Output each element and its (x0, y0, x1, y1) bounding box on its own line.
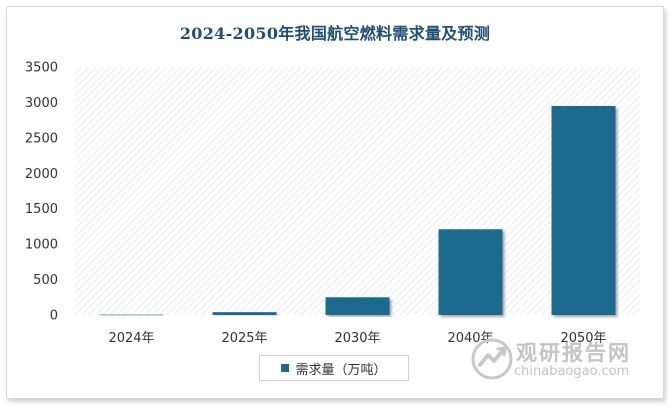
watermark-name: 观研报告网 (516, 341, 631, 365)
bars (99, 105, 616, 316)
bar-2024年 (99, 314, 164, 316)
x-tick-label: 2024年 (108, 331, 154, 346)
bar-2025年 (212, 312, 277, 315)
y-axis: 0 500 1000 1500 2000 2500 3000 3500 (25, 61, 58, 324)
y-tick-label: 500 (33, 273, 58, 288)
x-tick-label: 2025年 (221, 331, 267, 346)
bar-2050年 (551, 105, 616, 315)
x-tick-label: 2030年 (334, 331, 380, 346)
y-tick-label: 0 (50, 309, 58, 324)
chart-title: 2024-2050年我国航空燃料需求量及预测 (179, 24, 491, 43)
y-tick-label: 1000 (25, 238, 58, 253)
x-axis: 2024年 2025年 2030年 2040年 2050年 (108, 331, 606, 346)
plot-area (75, 67, 640, 315)
legend-label: 需求量（万吨） (295, 362, 387, 378)
y-tick-label: 2500 (25, 131, 58, 146)
y-tick-label: 3500 (25, 61, 58, 76)
y-tick-label: 3000 (25, 96, 58, 111)
legend-swatch (281, 364, 290, 372)
watermark: 观研报告网 chinabaogao.com (466, 335, 656, 385)
watermark-logo-icon (471, 338, 513, 380)
bar-2030年 (325, 297, 390, 315)
y-tick-label: 2000 (25, 167, 58, 182)
bar-2040年 (438, 229, 503, 315)
y-tick-label: 1500 (25, 202, 58, 217)
watermark-url: chinabaogao.com (514, 364, 630, 379)
legend: 需求量（万吨） (259, 355, 409, 381)
x-tick-label: 2050年 (560, 331, 606, 346)
